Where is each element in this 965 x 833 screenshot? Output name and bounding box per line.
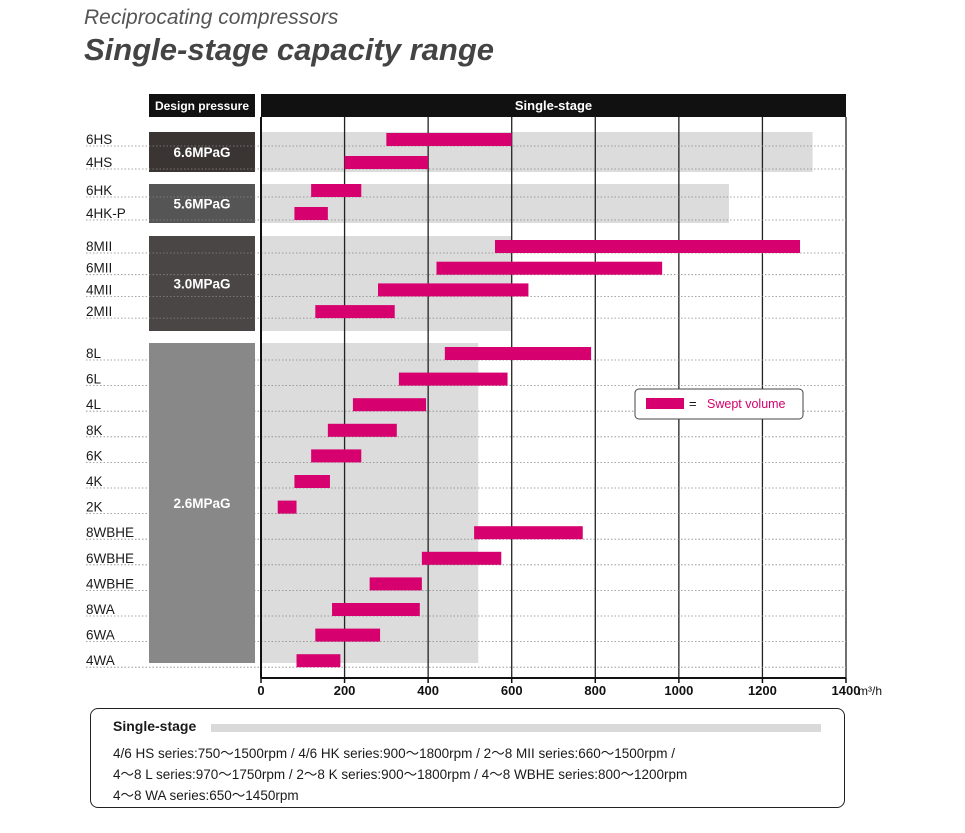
model-label-6HS: 6HS bbox=[86, 132, 112, 147]
model-label-6WBHE: 6WBHE bbox=[86, 551, 134, 566]
x-tick-label-2: 400 bbox=[417, 683, 439, 698]
legend-label: Swept volume bbox=[707, 397, 786, 411]
pressure-box-2 bbox=[149, 236, 255, 331]
notes-line-3: 4～8 WA series:650～1450rpm bbox=[113, 788, 299, 803]
model-label-4WBHE: 4WBHE bbox=[86, 576, 134, 591]
page-subtitle: Reciprocating compressors bbox=[84, 6, 339, 29]
range-bar-4L bbox=[352, 398, 427, 412]
model-label-8WBHE: 8WBHE bbox=[86, 525, 134, 540]
legend-box bbox=[634, 388, 804, 420]
range-bar-6MII bbox=[436, 261, 663, 275]
model-label-6L: 6L bbox=[86, 372, 102, 387]
range-bar-6WBHE bbox=[421, 551, 502, 565]
notes-box: Single-stage 4/6 HS series:750～1500rpm /… bbox=[90, 708, 845, 808]
range-bar-6HK bbox=[311, 184, 362, 197]
range-bar-2MII bbox=[315, 305, 395, 319]
range-bar-6K bbox=[311, 449, 362, 463]
x-tick-label-0: 0 bbox=[257, 683, 264, 698]
range-bar-6L bbox=[398, 372, 508, 386]
model-label-8K: 8K bbox=[86, 423, 103, 438]
x-unit-label: m³/h bbox=[858, 684, 882, 698]
notes-line-2: 4～8 L series:970～1750rpm / 2～8 K series:… bbox=[113, 767, 688, 782]
x-tick-label-7: 1400 bbox=[832, 683, 861, 698]
notes-title: Single-stage bbox=[113, 718, 197, 734]
legend-equals: = bbox=[689, 396, 697, 411]
range-bar-4WBHE bbox=[369, 577, 422, 591]
model-label-6K: 6K bbox=[86, 448, 103, 463]
model-label-4MII: 4MII bbox=[86, 282, 112, 297]
range-bar-4HS bbox=[344, 156, 429, 169]
range-bar-8K bbox=[327, 423, 397, 437]
range-bar-8WBHE bbox=[474, 526, 583, 540]
model-label-6MII: 6MII bbox=[86, 261, 112, 276]
pressure-label-1: 5.6MPaG bbox=[173, 197, 230, 212]
model-label-8L: 8L bbox=[86, 346, 102, 361]
x-tick-label-6: 1200 bbox=[748, 683, 777, 698]
pressure-label-2: 3.0MPaG bbox=[173, 277, 230, 292]
model-label-2K: 2K bbox=[86, 500, 103, 515]
notes-line-1: 4/6 HS series:750～1500rpm / 4/6 HK serie… bbox=[113, 746, 676, 761]
range-bar-8L bbox=[444, 347, 592, 360]
pressure-box-0 bbox=[149, 132, 255, 172]
range-bar-4HK-P bbox=[294, 207, 328, 220]
x-tick-label-1: 200 bbox=[334, 683, 356, 698]
model-label-4HS: 4HS bbox=[86, 155, 112, 170]
pressure-box-1 bbox=[149, 184, 255, 223]
notes-divider-bar bbox=[211, 724, 821, 732]
model-label-4WA: 4WA bbox=[86, 653, 115, 668]
range-background-0 bbox=[261, 132, 813, 172]
model-label-4L: 4L bbox=[86, 397, 102, 412]
design-pressure-header bbox=[149, 94, 255, 117]
model-label-8WA: 8WA bbox=[86, 602, 115, 617]
range-bar-8WA bbox=[332, 603, 420, 616]
x-tick-label-4: 800 bbox=[584, 683, 606, 698]
range-bar-4WA bbox=[296, 654, 341, 668]
legend-swatch bbox=[646, 398, 684, 409]
model-label-8MII: 8MII bbox=[86, 239, 112, 254]
x-tick-label-5: 1000 bbox=[664, 683, 693, 698]
pressure-label-0: 6.6MPaG bbox=[173, 145, 230, 160]
model-label-6WA: 6WA bbox=[86, 628, 115, 643]
pressure-box-3 bbox=[149, 343, 255, 663]
range-bar-6WA bbox=[315, 628, 381, 642]
pressure-label-3: 2.6MPaG bbox=[173, 496, 230, 511]
model-label-4K: 4K bbox=[86, 474, 103, 489]
model-label-2MII: 2MII bbox=[86, 304, 112, 319]
single-stage-header bbox=[261, 94, 846, 117]
design-pressure-header-label: Design pressure bbox=[155, 99, 249, 113]
range-bar-4MII bbox=[378, 283, 529, 297]
x-tick-label-3: 600 bbox=[501, 683, 523, 698]
range-bar-2K bbox=[277, 500, 297, 514]
model-label-6HK: 6HK bbox=[86, 183, 112, 198]
model-label-4HK-P: 4HK-P bbox=[86, 206, 126, 221]
single-stage-header-label: Single-stage bbox=[515, 98, 592, 113]
range-bar-4K bbox=[294, 475, 330, 488]
page-title: Single-stage capacity range bbox=[84, 32, 495, 67]
range-bar-6HS bbox=[386, 133, 512, 146]
range-bar-8MII bbox=[495, 240, 801, 253]
